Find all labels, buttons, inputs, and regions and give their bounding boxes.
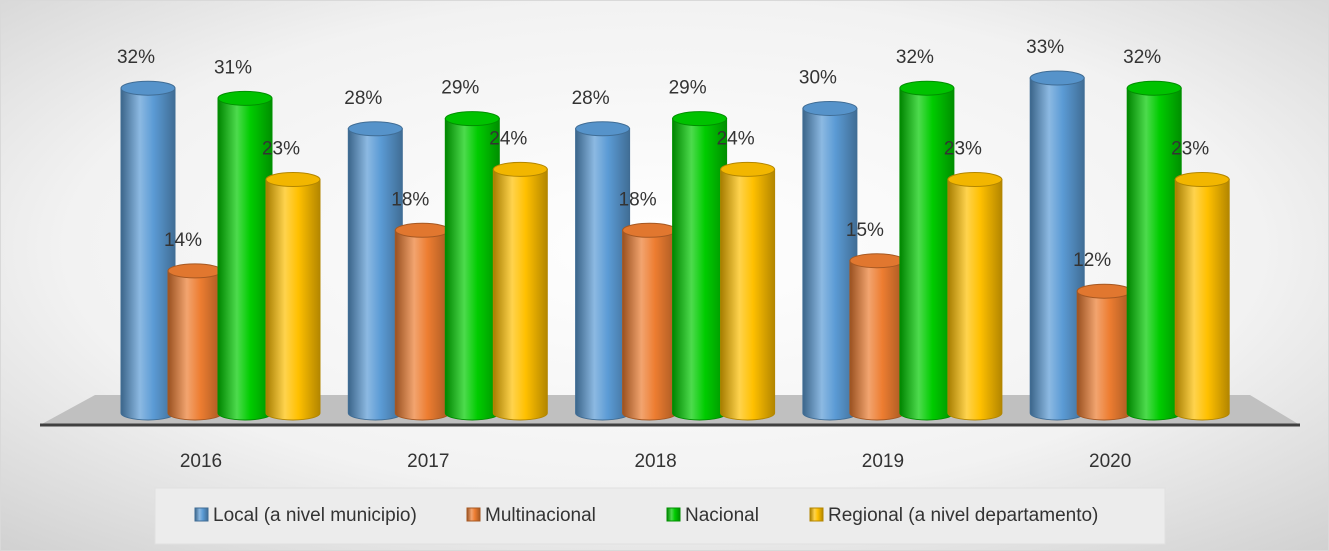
bar [265,179,321,421]
data-label: 23% [1171,139,1209,160]
bar [720,168,776,421]
data-label: 18% [391,189,429,210]
bar [1174,179,1230,421]
legend-swatch [466,507,481,522]
legend-swatch [666,507,681,522]
bar-top [672,111,728,127]
data-label: 29% [441,78,479,99]
bar-top [492,161,548,177]
data-label: 14% [164,230,202,251]
bar-top [1076,283,1132,299]
data-label: 15% [846,220,884,241]
bar [394,229,450,421]
bar-top [167,263,223,279]
data-label: 32% [896,47,934,68]
bar [575,128,631,421]
bar-top [265,172,321,188]
bar [167,270,223,421]
legend-swatch [194,507,209,522]
bar [492,168,548,421]
bar [802,108,858,421]
bar-top [720,161,776,177]
bar [849,260,905,421]
data-label: 18% [619,189,657,210]
bar [672,118,728,421]
data-label: 30% [799,68,837,89]
data-label: 29% [669,78,707,99]
bar-top [899,80,955,96]
bar [120,87,176,421]
bar-top [217,90,273,106]
legend-swatch [809,507,824,522]
bar-top [1126,80,1182,96]
x-tick-label: 2017 [407,451,449,472]
bar [622,229,678,421]
bar-top [444,111,500,127]
legend-label: Nacional [685,505,759,526]
legend-box [154,487,1166,545]
data-label: 31% [214,57,252,78]
data-label: 28% [344,88,382,109]
x-tick-label: 2020 [1089,451,1131,472]
legend-label: Local (a nivel municipio) [213,505,417,526]
data-label: 23% [262,139,300,160]
bar-top [347,121,403,137]
bar-top [1029,70,1085,86]
data-label: 33% [1026,37,1064,58]
x-tick-label: 2016 [180,451,222,472]
bar [347,128,403,421]
bar-top [120,80,176,96]
data-label: 12% [1073,250,1111,271]
bar-top [394,222,450,238]
bar [444,118,500,421]
bar-top [575,121,631,137]
x-tick-label: 2018 [634,451,676,472]
bar-top [849,253,905,269]
bar [1076,290,1132,421]
data-label: 24% [489,128,527,149]
bar-top [1174,172,1230,188]
legend-label: Regional (a nivel departamento) [828,505,1098,526]
data-label: 24% [717,128,755,149]
bar [1029,77,1085,421]
data-label: 23% [944,139,982,160]
bar-top [802,101,858,116]
data-label: 32% [117,47,155,68]
data-label: 28% [572,88,610,109]
data-label: 32% [1123,47,1161,68]
x-tick-label: 2019 [862,451,904,472]
bar-top [947,172,1003,188]
legend-label: Multinacional [485,505,596,526]
bar-top [622,222,678,238]
bar [947,179,1003,421]
